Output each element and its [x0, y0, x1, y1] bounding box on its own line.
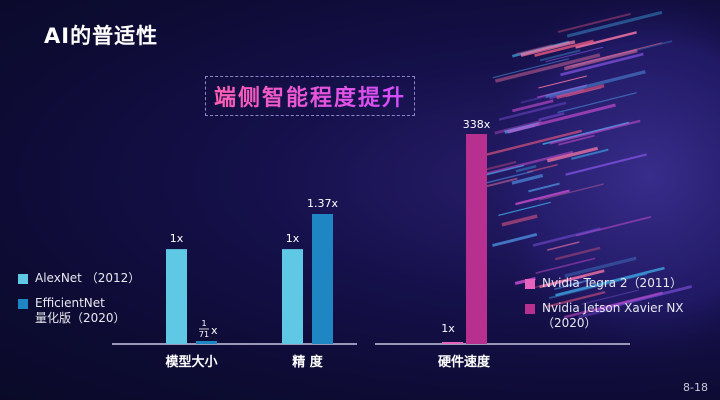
legend-label-alexnet: AlexNet （2012）	[35, 271, 141, 285]
globe-streak	[566, 10, 663, 38]
globe-streak	[557, 92, 637, 114]
globe-streak	[501, 214, 538, 227]
page-number: 8-18	[683, 381, 708, 394]
legend-item-efficientnet: EfficientNet 量化版（2020）	[18, 296, 140, 326]
bar-alexnet-0	[166, 249, 187, 344]
globe-streak	[512, 99, 554, 113]
bar-efficientnet-0	[196, 341, 217, 344]
globe-streak	[555, 266, 665, 297]
globe-streak	[556, 84, 605, 100]
globe-streak	[575, 31, 637, 49]
bar-alexnet-1	[282, 249, 303, 344]
globe-streak	[511, 173, 544, 185]
slide-title: AI的普适性	[44, 24, 159, 48]
globe-streak	[545, 70, 646, 99]
data-label-0-0: 1x	[170, 232, 184, 245]
globe-streak	[545, 46, 604, 63]
globe-streak	[545, 291, 606, 309]
globe-streak	[571, 40, 673, 68]
globe-streak	[563, 48, 638, 71]
globe-streak	[532, 227, 601, 247]
subtitle-box: 端侧智能程度提升	[205, 76, 415, 116]
globe-streak	[507, 103, 616, 134]
globe-streak	[560, 52, 644, 77]
globe-streak	[564, 256, 637, 278]
bar-efficientnet-1	[312, 214, 333, 344]
category-label-hardware-speed: 硬件速度	[438, 354, 491, 370]
globe-streak	[515, 43, 553, 55]
legend-swatch-xavier	[525, 304, 535, 314]
globe-streak	[539, 183, 604, 201]
globe-streak	[565, 42, 663, 68]
globe-streak	[492, 232, 538, 247]
globe-streak	[534, 39, 594, 57]
globe-streak	[535, 257, 596, 274]
globe-streak	[498, 201, 551, 216]
bar-tegra2	[442, 342, 463, 344]
data-label-fraction-denominator: 71	[199, 330, 209, 339]
globe-streak	[533, 276, 577, 289]
globe-streak	[549, 119, 641, 145]
legend-label-xavier: Nvidia Jetson Xavier NX （2020）	[542, 301, 684, 330]
globe-streak	[557, 12, 631, 34]
legend-swatch-tegra2	[525, 279, 535, 289]
category-label-1: 精 度	[292, 354, 324, 370]
globe-streak	[520, 40, 576, 57]
globe-streak	[548, 272, 648, 300]
globe-streak	[571, 148, 609, 160]
bar-xavier	[466, 134, 487, 344]
legend-item-alexnet: AlexNet （2012）	[18, 271, 140, 286]
globe-streak	[542, 121, 630, 145]
globe-streak	[515, 164, 537, 173]
legend-right: Nvidia Tegra 2（2011） Nvidia Jetson Xavie…	[525, 276, 684, 341]
legend-item-xavier: Nvidia Jetson Xavier NX （2020）	[525, 301, 684, 331]
globe-streak	[528, 182, 560, 193]
data-label-1-1: 1.37x	[307, 197, 338, 210]
globe-streak	[581, 289, 639, 305]
data-label-right-0: 1x	[441, 322, 455, 335]
globe-streak	[553, 281, 582, 290]
globe-streak	[565, 153, 647, 176]
legend-swatch-alexnet	[18, 274, 28, 284]
globe-streak	[563, 291, 663, 319]
globe-streak	[515, 189, 570, 206]
legend-left: AlexNet （2012） EfficientNet 量化版（2020）	[18, 271, 140, 336]
globe-streak	[498, 101, 567, 121]
globe-streak	[539, 269, 605, 289]
globe-streak	[539, 49, 581, 62]
legend-swatch-efficientnet	[18, 299, 28, 309]
data-label-right-1: 338x	[463, 118, 491, 131]
subtitle: 端侧智能程度提升	[214, 80, 406, 112]
legend-item-tegra2: Nvidia Tegra 2（2011）	[525, 276, 684, 291]
globe-streak	[494, 53, 601, 83]
globe-streak	[578, 307, 613, 319]
globe-streak	[473, 150, 574, 179]
data-label-fraction-suffix: x	[211, 324, 218, 337]
globe-streak	[546, 241, 580, 251]
globe-streak	[554, 246, 601, 261]
legend-label-tegra2: Nvidia Tegra 2（2011）	[542, 276, 683, 290]
globe-streak	[546, 146, 599, 163]
globe-streak	[558, 134, 595, 146]
globe-streak	[473, 129, 582, 159]
data-label-fraction-numerator: 1	[201, 319, 206, 328]
legend-label-efficientnet: EfficientNet 量化版（2020）	[35, 296, 126, 325]
data-label-0-1: 1x	[286, 232, 300, 245]
category-label-0: 模型大小	[165, 354, 217, 370]
globe-streak	[492, 58, 570, 79]
globe-streak	[538, 75, 587, 89]
globe-streak	[538, 112, 565, 122]
